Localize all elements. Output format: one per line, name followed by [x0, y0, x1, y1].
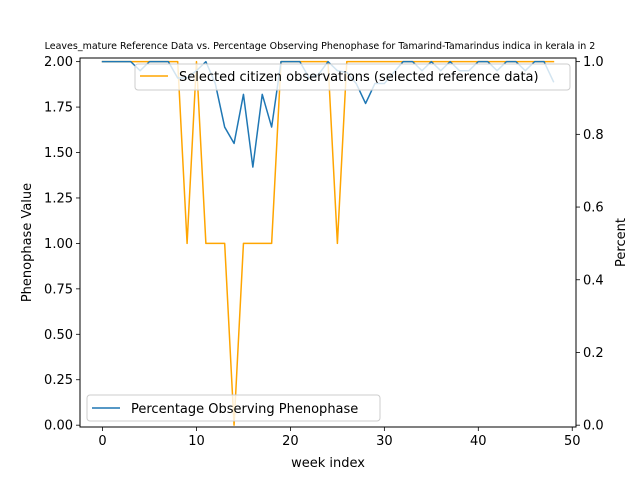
chart-title: Leaves_mature Reference Data vs. Percent… — [45, 41, 596, 52]
x-tick-label: 50 — [564, 434, 581, 449]
y-tick-label-left: 0.50 — [44, 328, 73, 343]
x-tick-label: 20 — [282, 434, 299, 449]
x-tick-label: 30 — [376, 434, 393, 449]
y-tick-label-right: 0.8 — [583, 128, 604, 143]
y-tick-label-left: 0.25 — [44, 373, 73, 388]
y-tick-label-right: 0.2 — [583, 346, 604, 361]
y-tick-label-left: 1.25 — [44, 191, 73, 206]
x-tick-label: 40 — [470, 434, 487, 449]
x-tick-label: 0 — [98, 434, 106, 449]
x-tick-label: 10 — [188, 434, 205, 449]
y-tick-label-right: 0.0 — [583, 419, 604, 434]
y-tick-label-right: 0.4 — [583, 273, 604, 288]
y-tick-label-right: 1.0 — [583, 55, 604, 70]
y-tick-label-left: 0.00 — [44, 419, 73, 434]
legend-blue-box — [86, 394, 381, 422]
y-tick-label-left: 1.00 — [44, 237, 73, 252]
legend-orange-box — [134, 63, 571, 91]
y-tick-label-left: 0.75 — [44, 282, 73, 297]
legend-orange: Selected citizen observations (selected … — [134, 63, 571, 91]
y-tick-label-left: 2.00 — [44, 55, 73, 70]
legend-orange-label: Selected citizen observations (selected … — [179, 70, 539, 85]
y-tick-label-left: 1.75 — [44, 101, 73, 116]
series-line-orange — [101, 60, 555, 426]
y-axis-label-right: Percent — [614, 218, 629, 267]
y-axis-label-left: Phenophase Value — [20, 183, 35, 302]
legend-blue: Percentage Observing Phenophase — [86, 394, 381, 422]
legend-blue-label: Percentage Observing Phenophase — [131, 402, 358, 417]
y-tick-label-right: 0.6 — [583, 201, 604, 216]
y-tick-label-left: 1.50 — [44, 146, 73, 161]
x-axis-label: week index — [291, 456, 365, 471]
plot-frame — [79, 57, 577, 428]
